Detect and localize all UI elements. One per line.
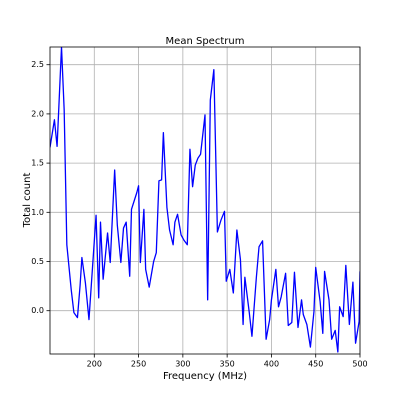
y-tick-label: 0.5 (31, 257, 44, 266)
x-tick-label: 350 (220, 360, 235, 369)
plot-frame (49, 46, 361, 355)
y-axis-label: Total count (22, 173, 33, 229)
data-line (50, 47, 360, 353)
y-tick-label: 2.0 (31, 109, 44, 118)
y-tick-label: 0.0 (31, 306, 44, 315)
x-tick-label: 300 (175, 360, 190, 369)
x-tick-label: 500 (352, 360, 367, 369)
chart-title: Mean Spectrum (166, 36, 245, 47)
y-tick-label: 1.0 (31, 208, 44, 217)
y-tick-label: 2.5 (31, 60, 44, 69)
x-tick-label: 450 (308, 360, 323, 369)
x-tick-label: 200 (87, 360, 102, 369)
x-tick-label: 250 (131, 360, 146, 369)
x-axis-label: Frequency (MHz) (163, 371, 247, 382)
y-tick-label: 1.5 (31, 159, 44, 168)
x-tick-label: 400 (264, 360, 279, 369)
